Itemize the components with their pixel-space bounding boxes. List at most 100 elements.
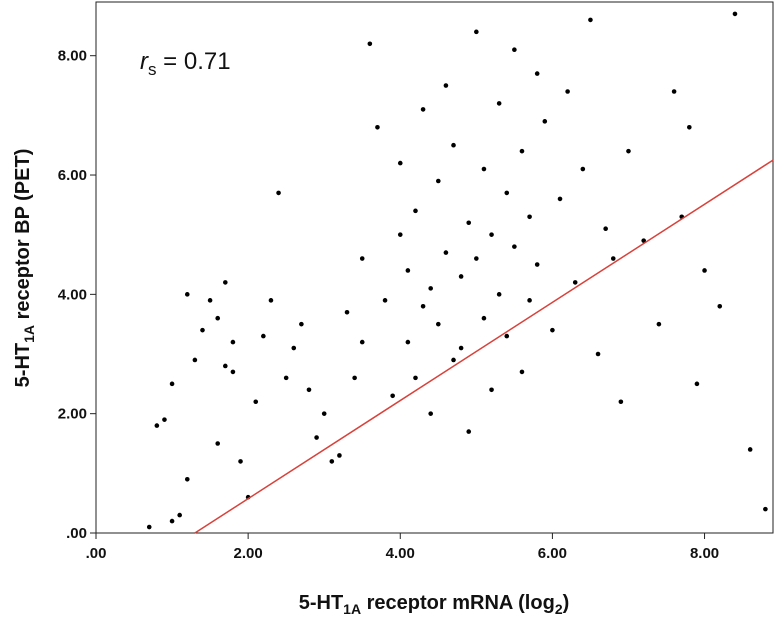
data-point bbox=[337, 453, 342, 458]
data-point bbox=[603, 226, 608, 232]
data-point bbox=[458, 274, 464, 279]
data-point bbox=[474, 29, 479, 35]
data-point bbox=[253, 399, 259, 405]
data-point bbox=[238, 459, 243, 464]
data-point bbox=[436, 178, 441, 184]
data-point bbox=[397, 160, 403, 166]
data-point bbox=[169, 518, 175, 524]
data-point bbox=[481, 315, 487, 321]
x-tick-label: 2.00 bbox=[234, 545, 263, 562]
data-point bbox=[223, 280, 228, 285]
data-point bbox=[519, 369, 525, 375]
data-point bbox=[215, 315, 221, 321]
y-axis-title: 5-HT1A receptor BP (PET) bbox=[12, 149, 37, 388]
data-point bbox=[283, 375, 289, 381]
data-point bbox=[359, 256, 365, 261]
data-point bbox=[329, 459, 335, 464]
data-point bbox=[512, 47, 517, 53]
data-point bbox=[489, 387, 494, 393]
data-point bbox=[626, 148, 631, 154]
data-point bbox=[747, 447, 753, 452]
data-point bbox=[154, 423, 160, 428]
data-point bbox=[496, 101, 502, 106]
data-point bbox=[671, 89, 677, 94]
data-point bbox=[687, 124, 692, 130]
data-point bbox=[694, 381, 700, 387]
data-point bbox=[610, 256, 616, 261]
plot-area bbox=[95, 1, 774, 534]
data-point bbox=[428, 286, 433, 291]
data-point bbox=[261, 333, 266, 339]
data-point bbox=[413, 375, 418, 381]
data-point bbox=[184, 292, 190, 297]
data-point bbox=[451, 357, 456, 363]
data-point bbox=[641, 238, 646, 243]
data-point bbox=[215, 441, 221, 446]
trend-line bbox=[194, 159, 774, 534]
data-point bbox=[443, 83, 449, 88]
data-point bbox=[397, 232, 403, 237]
data-point bbox=[192, 357, 198, 363]
data-point bbox=[291, 345, 297, 351]
x-tick-label: .00 bbox=[86, 545, 107, 562]
data-point bbox=[489, 232, 494, 237]
data-point bbox=[413, 208, 418, 214]
data-point bbox=[321, 411, 327, 416]
data-point bbox=[763, 506, 768, 512]
data-point bbox=[390, 393, 395, 399]
data-point bbox=[207, 298, 213, 303]
data-point bbox=[557, 196, 563, 202]
data-point bbox=[542, 119, 548, 124]
data-point bbox=[177, 512, 182, 518]
data-point bbox=[146, 524, 152, 530]
x-tick-label: 4.00 bbox=[386, 545, 415, 562]
y-tick-label: 6.00 bbox=[58, 167, 87, 184]
data-point bbox=[527, 214, 532, 220]
data-point bbox=[184, 477, 190, 482]
data-point bbox=[344, 309, 350, 315]
data-point bbox=[504, 333, 510, 339]
data-point bbox=[223, 363, 228, 369]
y-tick-label: 2.00 bbox=[58, 406, 87, 423]
data-point bbox=[466, 220, 472, 226]
data-point bbox=[405, 268, 411, 273]
data-point bbox=[230, 339, 236, 345]
y-tick-label: .00 bbox=[66, 525, 87, 542]
data-point bbox=[534, 71, 540, 76]
data-point bbox=[656, 321, 662, 327]
y-axis-ticks: .00 2.00 4.00 6.00 8.00 bbox=[58, 48, 96, 542]
data-point bbox=[496, 292, 502, 297]
data-point bbox=[268, 298, 274, 303]
data-point bbox=[474, 256, 479, 261]
data-point bbox=[306, 387, 312, 393]
data-point bbox=[588, 17, 593, 23]
data-point bbox=[359, 339, 365, 345]
data-point bbox=[519, 148, 525, 154]
correlation-annotation: rs = 0.71 bbox=[140, 48, 231, 79]
scatter-points bbox=[146, 11, 768, 530]
data-point bbox=[504, 190, 510, 196]
data-point bbox=[420, 107, 426, 112]
x-tick-label: 8.00 bbox=[690, 545, 719, 562]
data-point bbox=[595, 351, 601, 357]
data-point bbox=[428, 411, 433, 416]
x-axis-title: 5-HT1A receptor mRNA (log2) bbox=[299, 592, 570, 617]
data-point bbox=[580, 166, 586, 172]
data-point bbox=[618, 399, 624, 405]
data-point bbox=[405, 339, 411, 345]
data-point bbox=[420, 303, 426, 309]
data-point bbox=[436, 321, 441, 327]
data-point bbox=[367, 41, 373, 47]
data-point bbox=[481, 166, 487, 172]
y-tick-label: 8.00 bbox=[58, 48, 87, 65]
data-point bbox=[527, 298, 532, 303]
data-point bbox=[276, 190, 281, 196]
data-point bbox=[314, 435, 319, 440]
data-point bbox=[169, 381, 175, 387]
data-point bbox=[572, 280, 578, 285]
data-point bbox=[443, 250, 449, 255]
data-point bbox=[702, 268, 707, 273]
data-point bbox=[565, 89, 570, 94]
data-point bbox=[230, 369, 236, 375]
